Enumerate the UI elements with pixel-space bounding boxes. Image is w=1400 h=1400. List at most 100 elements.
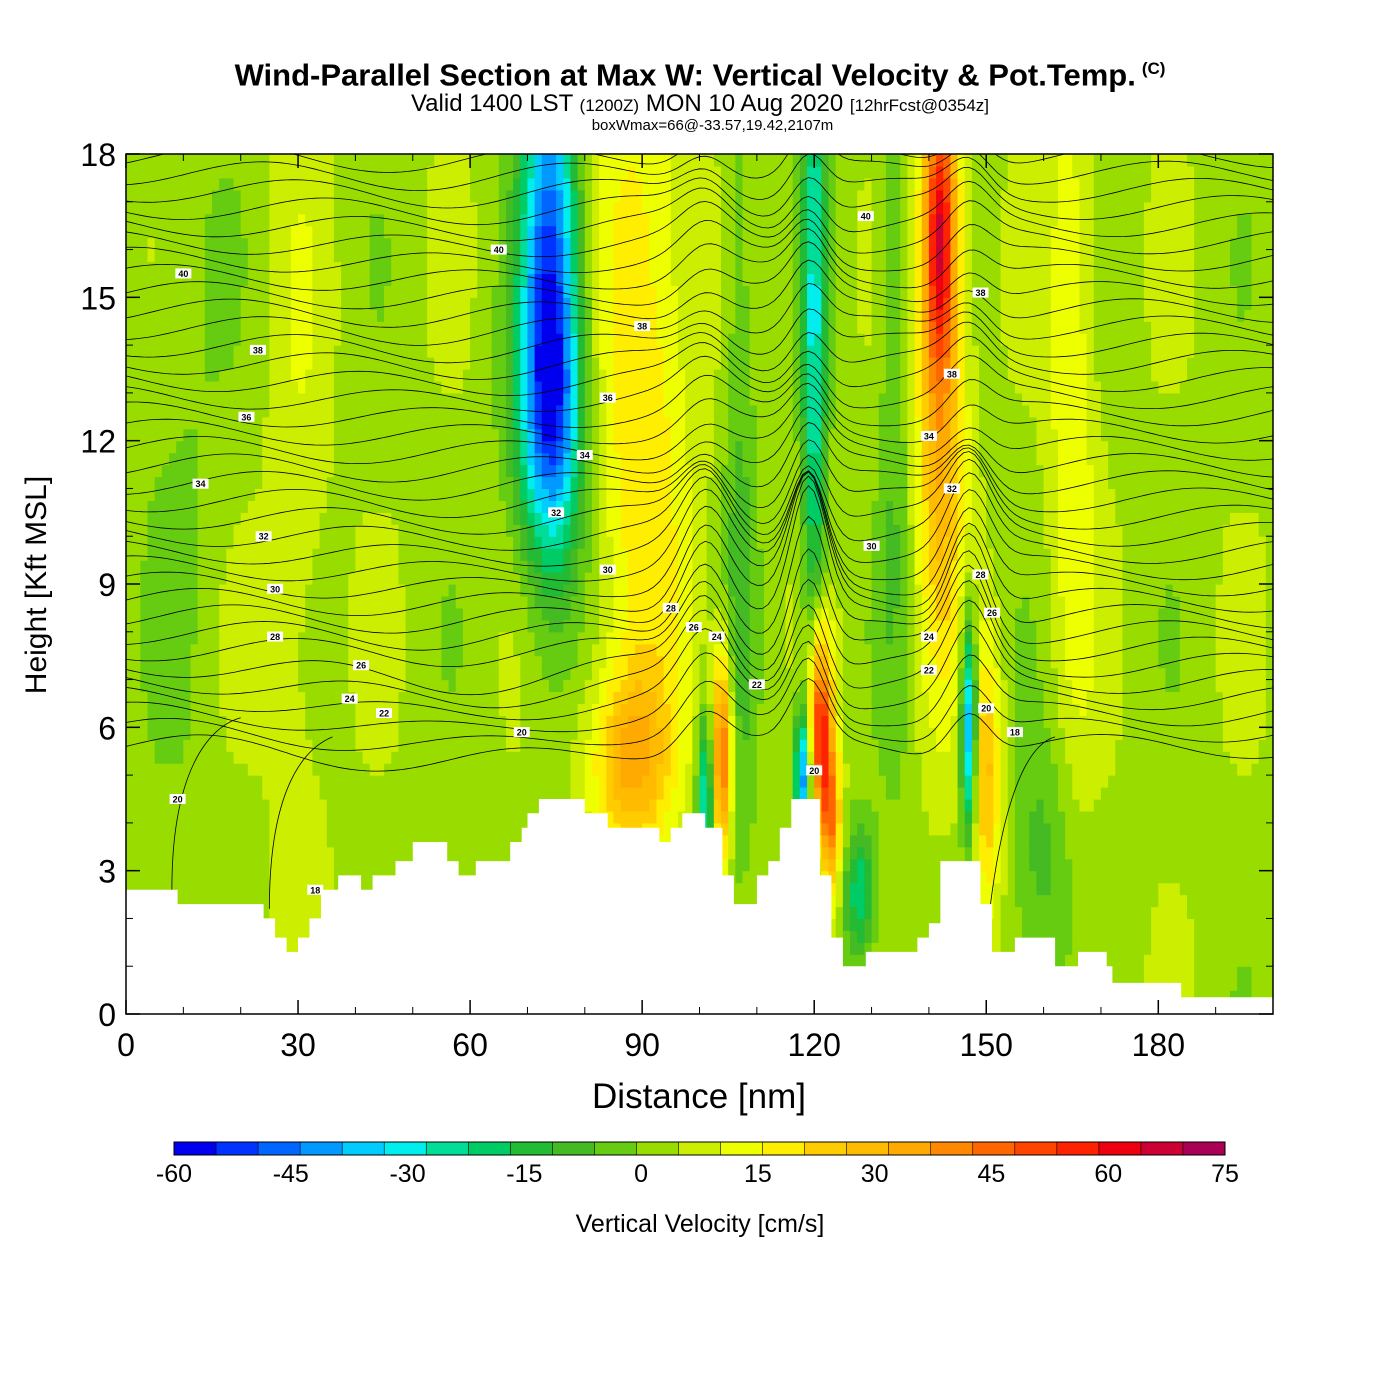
field-cell	[326, 763, 335, 776]
field-cell	[140, 428, 149, 442]
field-cell	[448, 631, 457, 645]
field-cell	[333, 237, 342, 251]
field-cell	[176, 428, 184, 442]
field-cell	[391, 488, 400, 501]
field-cell	[276, 261, 285, 275]
field-cell	[355, 416, 364, 430]
field-cell	[462, 213, 471, 227]
field-cell	[491, 584, 500, 597]
field-cell	[161, 309, 170, 322]
field-cell	[548, 213, 557, 227]
field-cell	[319, 333, 328, 346]
field-cell	[348, 584, 356, 597]
field-cell	[376, 655, 385, 669]
field-cell	[491, 201, 500, 215]
field-cell	[255, 500, 263, 513]
field-cell	[161, 858, 170, 872]
field-cell	[319, 810, 328, 824]
field-cell	[183, 799, 192, 812]
field-cell	[169, 810, 177, 824]
field-cell	[477, 584, 486, 597]
field-cell	[240, 643, 249, 657]
field-cell	[369, 631, 378, 645]
field-cell	[305, 225, 313, 239]
field-cell	[290, 213, 299, 227]
field-cell	[477, 452, 486, 466]
field-cell	[441, 309, 450, 322]
field-cell	[434, 787, 443, 800]
field-cell	[176, 321, 184, 334]
field-cell	[183, 237, 192, 251]
field-cell	[427, 249, 435, 263]
field-cell	[226, 213, 235, 227]
field-cell	[341, 464, 349, 478]
field-cell	[498, 237, 507, 251]
field-cell	[161, 392, 170, 406]
field-cell	[197, 345, 206, 358]
field-cell	[591, 416, 600, 430]
field-cell	[434, 357, 443, 370]
field-cell	[534, 775, 543, 788]
field-cell	[362, 309, 371, 322]
field-cell	[226, 177, 235, 191]
field-cell	[133, 321, 141, 334]
field-cell	[541, 297, 550, 310]
field-cell	[154, 201, 163, 215]
field-cell	[527, 703, 536, 716]
field-cell	[348, 189, 356, 203]
field-cell	[133, 834, 141, 848]
field-cell	[520, 476, 529, 490]
field-cell	[477, 536, 486, 549]
field-cell	[491, 560, 500, 573]
field-cell	[491, 631, 500, 645]
field-cell	[319, 380, 328, 394]
field-cell	[527, 440, 536, 454]
field-cell	[534, 165, 543, 179]
field-cell	[276, 333, 285, 346]
field-cell	[319, 416, 328, 430]
field-cell	[255, 787, 263, 800]
field-cell	[305, 703, 313, 716]
field-cell	[505, 333, 514, 346]
field-cell	[140, 763, 149, 776]
field-cell	[140, 799, 149, 812]
field-cell	[398, 822, 407, 836]
field-cell	[326, 297, 335, 310]
field-cell	[556, 655, 564, 669]
field-cell	[448, 643, 457, 657]
field-cell	[584, 177, 593, 191]
field-cell	[283, 715, 292, 728]
field-cell	[577, 524, 586, 537]
field-cell	[355, 273, 364, 286]
field-cell	[541, 201, 550, 215]
field-cell	[427, 345, 435, 358]
field-cell	[505, 524, 514, 537]
field-cell	[298, 799, 306, 812]
field-cell	[462, 691, 471, 705]
field-cell	[427, 715, 435, 728]
field-cell	[147, 870, 156, 884]
field-cell	[369, 536, 378, 549]
field-cell	[212, 357, 220, 370]
field-cell	[498, 404, 507, 418]
field-cell	[133, 882, 141, 896]
field-cell	[176, 894, 184, 908]
field-cell	[491, 380, 500, 394]
field-cell	[391, 691, 400, 705]
field-cell	[455, 595, 464, 609]
field-cell	[405, 846, 414, 860]
field-cell	[477, 524, 486, 537]
field-cell	[176, 285, 184, 298]
field-cell	[240, 333, 249, 346]
field-cell	[527, 643, 536, 657]
field-cell	[290, 416, 299, 430]
field-cell	[233, 464, 242, 478]
field-cell	[298, 404, 306, 418]
field-cell	[233, 416, 242, 430]
field-cell	[376, 357, 385, 370]
field-cell	[570, 679, 579, 693]
field-cell	[276, 572, 285, 585]
field-cell	[491, 213, 500, 227]
field-cell	[534, 333, 543, 346]
field-cell	[412, 416, 421, 430]
